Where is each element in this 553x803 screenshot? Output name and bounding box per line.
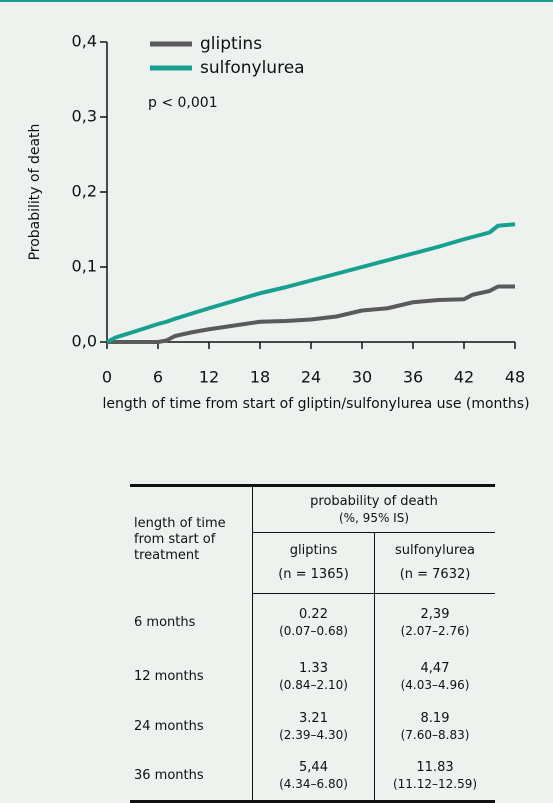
table-row: 6 months 0.22 (0.07–0.68) 2,39 (2.07–2.76) (130, 593, 495, 652)
table-cell: 3.21 (2.39–4.30) (252, 701, 375, 752)
x-tick-label: 18 (250, 368, 270, 387)
table-header: sulfonylurea (n = 7632) (374, 532, 495, 594)
y-tick-label: 0,2 (72, 182, 97, 201)
chart: Probability of death length of time from… (27, 32, 530, 413)
y-tick-label: 0,3 (72, 107, 97, 126)
cell-ci: (11.12–12.59) (392, 776, 478, 791)
table-header: probability of death (%, 95% IS) (252, 484, 495, 533)
row-label: 24 months (134, 718, 204, 734)
cell-value: 2,39 (420, 606, 450, 622)
x-axis-label: length of time from start of gliptin/sul… (102, 396, 529, 412)
cell-ci: (2.07–2.76) (400, 623, 470, 638)
series-line (106, 222, 516, 344)
cell-value: 8.19 (420, 710, 450, 726)
cell-value: 1.33 (299, 660, 328, 676)
table-row: 36 months 5,44 (4.34–6.80) 11.83 (11.12–12.5… (130, 751, 495, 803)
y-tick-label: 0,4 (72, 32, 97, 51)
cell-ci: (0.07–0.68) (279, 623, 348, 638)
x-tick-label: 48 (505, 368, 525, 387)
cell-ci: (7.60–8.83) (400, 727, 470, 742)
cell-ci: (4.34–6.80) (279, 776, 348, 791)
header-text: (n = 7632) (399, 567, 471, 582)
cell-value: 11.83 (416, 759, 454, 775)
table-body: 6 months 0.22 (0.07–0.68) 2,39 (2.07–2.76) 12… (130, 593, 495, 803)
table-cell: 4,47 (4.03–4.96) (374, 651, 495, 702)
y-axis-label: Probability of death (27, 124, 43, 261)
table-cell: 2,39 (2.07–2.76) (374, 593, 495, 652)
table-header: length of time from start of treatment (130, 484, 253, 594)
y-tick-label: 0,0 (72, 332, 97, 351)
cell-value: 5,44 (299, 759, 328, 775)
cell-ci: (0.84–2.10) (279, 677, 348, 692)
header-text: sulfonylurea (395, 543, 475, 558)
header-text: probability of death (310, 493, 438, 509)
x-tick-label: 6 (153, 368, 163, 387)
x-tick-label: 24 (301, 368, 321, 387)
header-text: (n = 1365) (278, 567, 349, 582)
header-text: (%, 95% IS) (338, 510, 410, 525)
x-tick-label: 36 (403, 368, 423, 387)
x-tick-label: 0 (102, 368, 112, 387)
table-cell: 0.22 (0.07–0.68) (252, 593, 375, 652)
table-header: gliptins (n = 1365) (252, 532, 375, 594)
cell-value: 4,47 (420, 660, 450, 676)
cell-ci: (2.39–4.30) (279, 727, 348, 742)
y-tick-label: 0,1 (72, 257, 97, 276)
row-label: 36 months (130, 751, 253, 803)
table: length of time from start of treatment p… (130, 484, 495, 803)
cell-value: 0.22 (299, 606, 328, 622)
x-tick-label: 42 (454, 368, 474, 387)
table-cell: 1.33 (0.84–2.10) (252, 651, 375, 702)
cell-value: 3.21 (299, 710, 328, 726)
row-label: 6 months (134, 614, 196, 630)
header-text: gliptins (289, 543, 338, 558)
cell-ci: (4.03–4.96) (400, 677, 470, 692)
table-cell: 5,44 (4.34–6.80) (252, 751, 375, 803)
table-row: 24 months 3.21 (2.39–4.30) 8.19 (7.60–8.83) (130, 701, 495, 752)
series-line (107, 284, 515, 344)
row-label: 12 months (134, 668, 204, 684)
table-cell: 11.83 (11.12–12.59) (374, 751, 495, 803)
legend-label: sulfonylurea (200, 58, 305, 78)
annotation: p < 0,001 (148, 95, 218, 111)
top-bar (0, 0, 553, 2)
table-row: 12 months 1.33 (0.84–2.10) 4,47 (4.03–4.96) (130, 651, 495, 702)
x-tick-label: 12 (199, 368, 219, 387)
legend-label: gliptins (200, 34, 262, 54)
x-tick-label: 30 (352, 368, 372, 387)
table-cell: 8.19 (7.60–8.83) (374, 701, 495, 752)
